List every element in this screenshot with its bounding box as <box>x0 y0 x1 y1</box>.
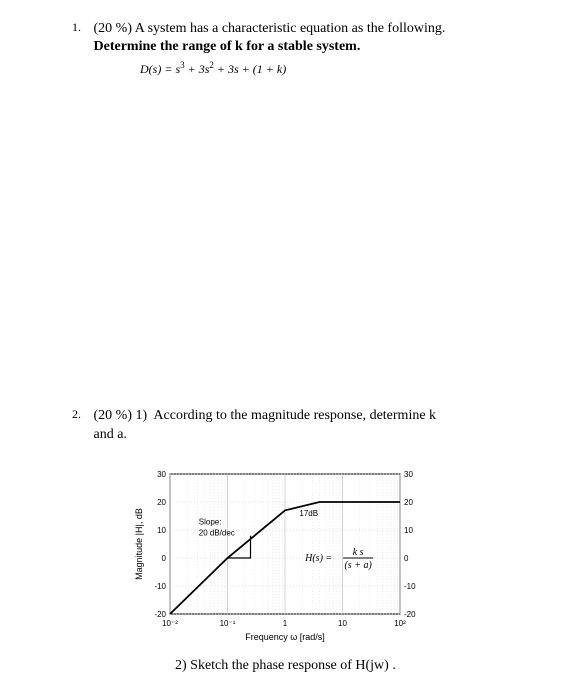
svg-text:20: 20 <box>157 498 166 507</box>
q1-text: (20 %) A system has a characteristic equ… <box>94 20 454 56</box>
svg-text:20 dB/dec: 20 dB/dec <box>199 528 235 537</box>
svg-text:Slope:: Slope: <box>199 517 222 526</box>
svg-text:k s: k s <box>353 547 364 558</box>
svg-text:10: 10 <box>404 526 413 535</box>
svg-text:17dB: 17dB <box>299 509 318 518</box>
svg-text:Frequency ω [rad/s]: Frequency ω [rad/s] <box>245 632 325 642</box>
svg-text:(s + a): (s + a) <box>344 560 372 571</box>
svg-text:10: 10 <box>338 619 347 628</box>
q1-text-a: A system has a characteristic equation a… <box>135 21 446 36</box>
svg-text:-10: -10 <box>154 582 166 591</box>
svg-text:-20: -20 <box>154 610 166 619</box>
svg-text:-10: -10 <box>404 582 416 591</box>
svg-text:10⁻²: 10⁻² <box>162 619 178 628</box>
svg-text:0: 0 <box>404 554 409 563</box>
svg-text:20: 20 <box>404 498 413 507</box>
q2-part2-text: 2) Sketch the phase response of H(jw) . <box>175 658 514 674</box>
svg-text:30: 30 <box>404 470 413 479</box>
svg-text:30: 30 <box>157 470 166 479</box>
svg-text:-20: -20 <box>404 610 416 619</box>
q2-text: (20 %) 1) According to the magnitude res… <box>94 407 454 443</box>
svg-text:10⁻¹: 10⁻¹ <box>220 619 236 628</box>
svg-text:10²: 10² <box>394 619 406 628</box>
svg-text:H(s) =: H(s) = <box>304 553 332 564</box>
bode-chart: -20 -20 -10 -10 0 0 10 10 20 20 30 30 10⁻² 10⁻¹ 1 10 10²… <box>130 464 514 644</box>
svg-text:Magnitude |H|, dB: Magnitude |H|, dB <box>134 508 144 580</box>
q2-part1-label: 1) <box>136 408 148 423</box>
q1-equation: D(s) = s3 + 3s2 + 3s + (1 + k) <box>140 60 514 77</box>
q1-text-b: Determine the range of k for a stable sy… <box>94 39 361 54</box>
svg-text:0: 0 <box>162 554 167 563</box>
q1-number: 1. <box>72 20 90 35</box>
q1-percent: (20 %) <box>94 21 133 36</box>
q2-number: 2. <box>72 407 90 422</box>
svg-text:1: 1 <box>283 619 288 628</box>
q2-percent: (20 %) <box>94 408 133 423</box>
svg-text:10: 10 <box>157 526 166 535</box>
